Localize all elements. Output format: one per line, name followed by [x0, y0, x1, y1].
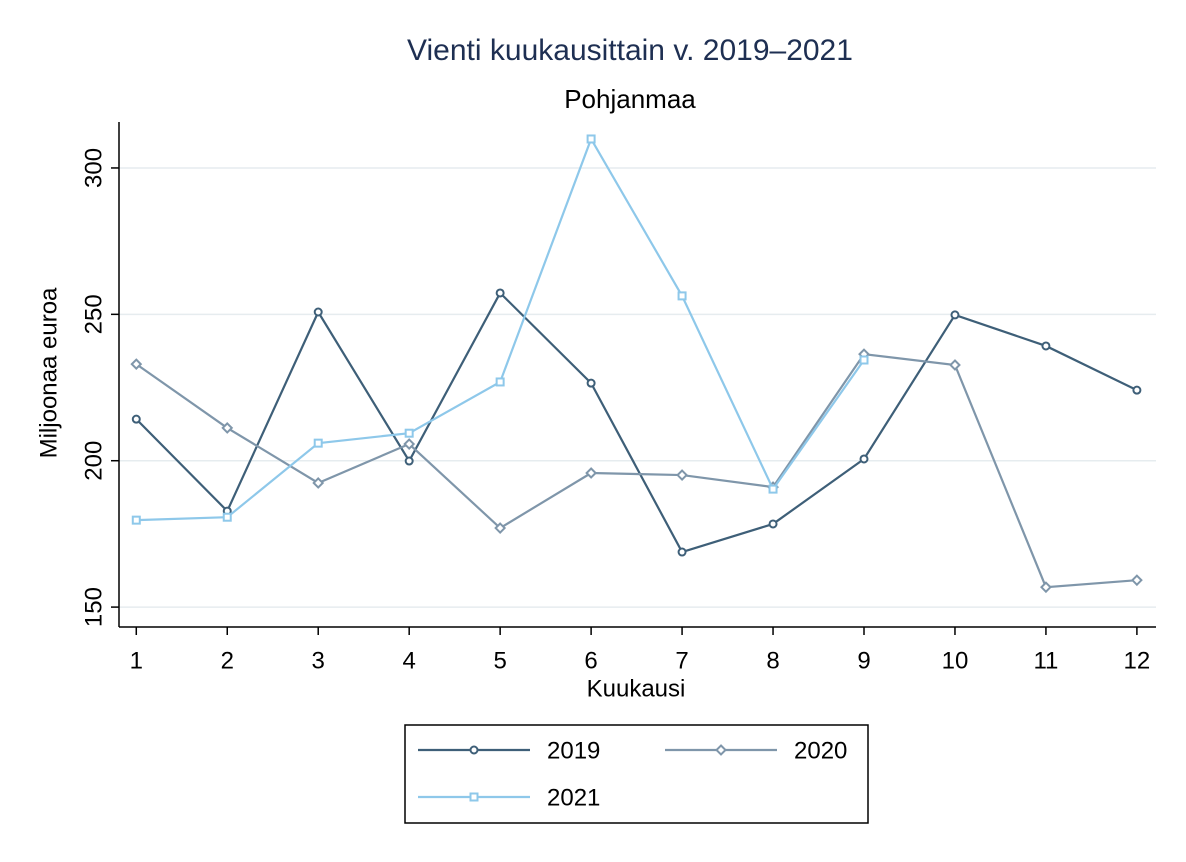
- marker: [312, 477, 325, 489]
- chart-title: Vienti kuukausittain v. 2019–2021: [407, 34, 853, 67]
- marker: [494, 522, 507, 534]
- marker: [677, 547, 687, 557]
- marker: [469, 745, 479, 755]
- marker: [221, 422, 234, 434]
- legend-label: 2021: [547, 784, 600, 811]
- y-tick-label: 300: [80, 148, 107, 188]
- marker: [950, 310, 960, 320]
- marker: [1130, 574, 1143, 587]
- marker: [495, 377, 505, 387]
- marker: [676, 469, 688, 481]
- marker: [1132, 385, 1142, 395]
- marker: [1041, 341, 1051, 351]
- marker: [585, 467, 598, 479]
- marker: [313, 438, 323, 448]
- marker: [586, 378, 596, 388]
- x-tick-label: 8: [766, 647, 779, 674]
- marker: [677, 291, 687, 301]
- x-tick-label: 2: [221, 647, 234, 674]
- marker: [586, 134, 596, 144]
- marker: [131, 414, 141, 424]
- x-tick-label: 4: [402, 647, 415, 674]
- x-tick-label: 11: [1033, 647, 1058, 674]
- marker: [859, 355, 869, 365]
- x-tick-label: 7: [675, 647, 688, 674]
- x-tick-label: 6: [584, 647, 597, 674]
- y-axis-label: Miljoonaa euroa: [35, 287, 62, 458]
- marker: [859, 454, 869, 464]
- series-line: [135, 352, 1137, 589]
- marker: [130, 358, 143, 371]
- marker: [131, 515, 141, 525]
- marker: [222, 512, 232, 522]
- marker: [469, 792, 479, 802]
- y-tick-label: 150: [80, 587, 107, 627]
- marker: [404, 456, 414, 466]
- y-tick-label: 200: [80, 441, 107, 481]
- x-tick-label: 10: [942, 647, 969, 674]
- marker: [403, 438, 416, 450]
- y-tick-label: 250: [80, 294, 107, 334]
- x-tick-label: 9: [857, 647, 870, 674]
- chart-subtitle: Pohjanmaa: [564, 84, 696, 114]
- series-line: [135, 291, 1138, 554]
- marker: [768, 519, 778, 529]
- legend-label: 2020: [794, 737, 847, 764]
- marker: [1040, 581, 1052, 594]
- x-tick-label: 3: [312, 647, 325, 674]
- x-tick-label: 12: [1124, 647, 1151, 674]
- x-tick-label: 5: [493, 647, 506, 674]
- marker: [768, 484, 778, 494]
- marker: [313, 307, 323, 317]
- legend-label: 2019: [547, 737, 600, 764]
- x-axis-label: Kuukausi: [587, 675, 686, 702]
- legend-box: [404, 724, 869, 824]
- marker: [404, 428, 414, 438]
- x-tick-label: 1: [130, 647, 143, 674]
- marker: [495, 288, 505, 298]
- marker: [715, 744, 727, 756]
- marker: [949, 359, 961, 371]
